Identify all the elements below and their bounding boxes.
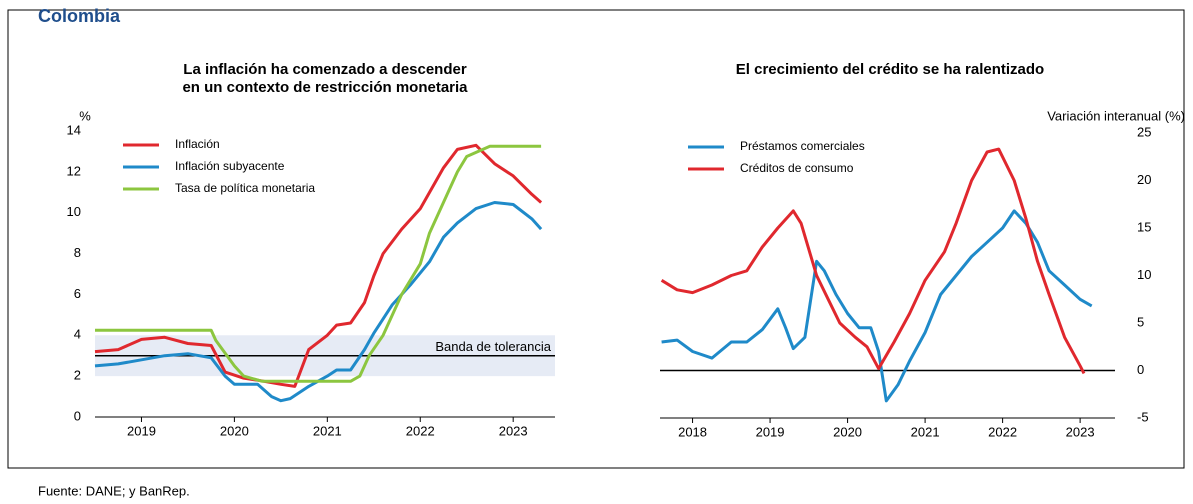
legend-label: Créditos de consumo	[740, 161, 854, 175]
legend-label: Inflación	[175, 137, 220, 151]
y-tick-label: 25	[1137, 124, 1151, 139]
series-line	[94, 201, 543, 403]
x-tick-label: 2019	[756, 424, 785, 439]
legend-label: Préstamos comerciales	[740, 139, 865, 153]
header-title: Colombia	[38, 6, 121, 26]
y-tick-label: 12	[67, 163, 81, 178]
y-tick-label: 15	[1137, 219, 1151, 234]
chart-title: en un contexto de restricción monetaria	[182, 79, 468, 96]
x-tick-label: 2023	[1066, 424, 1095, 439]
x-tick-label: 2022	[406, 423, 435, 438]
legend-label: Inflación subyacente	[175, 159, 285, 173]
x-tick-label: 2019	[127, 423, 156, 438]
x-tick-label: 2023	[499, 423, 528, 438]
source: Fuente: DANE; y BanRep.	[38, 483, 190, 498]
y-tick-label: 0	[1137, 362, 1144, 377]
x-tick-label: 2018	[678, 424, 707, 439]
y-axis-label: Variación interanual (%)	[1047, 108, 1185, 123]
series-line	[660, 147, 1086, 375]
y-tick-label: 0	[74, 408, 81, 423]
x-tick-label: 2022	[988, 424, 1017, 439]
x-tick-label: 2021	[911, 424, 940, 439]
annotation: Banda de tolerancia	[435, 339, 551, 354]
x-tick-label: 2020	[220, 423, 249, 438]
y-axis-label: %	[79, 108, 91, 123]
x-tick-label: 2021	[313, 423, 342, 438]
frame	[7, 9, 1185, 469]
y-tick-label: 10	[1137, 267, 1151, 282]
y-tick-label: 10	[67, 204, 81, 219]
y-tick-label: 14	[67, 122, 81, 137]
chart-title: El crecimiento del crédito se ha ralenti…	[736, 61, 1044, 78]
series-line	[661, 209, 1093, 403]
series-line	[94, 143, 543, 388]
x-tick-label: 2020	[833, 424, 862, 439]
chart-title: La inflación ha comenzado a descender	[183, 61, 467, 78]
y-tick-label: 8	[74, 245, 81, 260]
y-tick-label: -5	[1137, 409, 1149, 424]
series-line	[95, 144, 542, 383]
legend-label: Tasa de política monetaria	[175, 181, 315, 195]
y-tick-label: 4	[74, 327, 81, 342]
y-tick-label: 20	[1137, 172, 1151, 187]
y-tick-label: 6	[74, 286, 81, 301]
y-tick-label: 5	[1137, 314, 1144, 329]
y-tick-label: 2	[74, 368, 81, 383]
